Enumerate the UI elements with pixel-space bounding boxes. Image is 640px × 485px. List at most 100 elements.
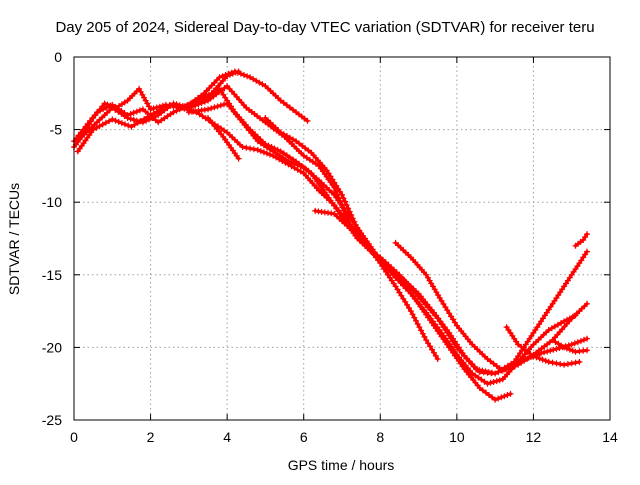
data-point-marker [524, 355, 531, 362]
data-point-marker [264, 150, 270, 157]
data-point-marker [414, 321, 421, 327]
data-point-marker [545, 327, 552, 333]
x-tick-label: 4 [223, 429, 231, 445]
data-point-marker [133, 117, 140, 124]
data-point-marker [569, 347, 576, 354]
data-point-marker [451, 319, 458, 326]
data-point-marker [509, 364, 515, 371]
data-point-marker [348, 212, 355, 218]
data-point-marker [93, 124, 100, 131]
data-point-marker [450, 316, 456, 323]
data-point-marker [164, 105, 171, 112]
data-point-marker [199, 113, 206, 120]
data-point-marker [584, 248, 590, 255]
data-point-marker [571, 340, 578, 347]
data-point-marker [234, 69, 241, 76]
chart-title: Day 205 of 2024, Sidereal Day-to-day VTE… [55, 19, 594, 36]
data-point-marker [173, 101, 180, 108]
series-track-7 [205, 115, 242, 162]
data-point-marker [496, 377, 503, 384]
data-point-marker [290, 106, 296, 113]
data-point-marker [342, 198, 349, 205]
data-point-marker [440, 301, 447, 307]
data-point-marker [195, 100, 201, 107]
data-point-marker [572, 359, 579, 366]
data-point-marker [444, 307, 451, 314]
data-point-marker [297, 163, 304, 170]
data-point-marker [302, 145, 309, 152]
data-point-marker [498, 394, 505, 401]
data-point-marker [155, 112, 162, 119]
data-point-marker [434, 356, 441, 362]
data-point-marker [305, 147, 312, 154]
data-point-marker [476, 385, 483, 392]
data-point-marker [329, 176, 336, 183]
data-point-marker [115, 108, 122, 115]
x-tick-label: 6 [300, 429, 308, 445]
data-point-marker [584, 300, 590, 307]
data-point-marker [481, 378, 488, 385]
data-point-marker [358, 231, 365, 238]
data-point-marker [515, 341, 522, 348]
data-point-marker [486, 392, 492, 398]
data-point-marker [304, 117, 311, 124]
data-point-marker [96, 123, 103, 130]
data-point-marker [221, 101, 227, 108]
data-point-marker [256, 79, 263, 86]
data-point-marker [351, 218, 358, 225]
data-point-marker [563, 345, 570, 352]
data-point-marker [407, 308, 414, 315]
data-point-marker [584, 231, 590, 238]
data-point-marker [267, 146, 273, 153]
data-point-marker [553, 345, 560, 352]
data-point-marker [409, 311, 416, 318]
data-point-marker [99, 121, 106, 128]
data-point-marker [128, 123, 135, 130]
data-point-marker [211, 104, 218, 111]
data-point-marker [421, 333, 428, 340]
data-point-marker [290, 136, 296, 143]
data-point-marker [250, 146, 257, 153]
data-point-marker [472, 372, 479, 379]
data-point-marker [496, 365, 503, 372]
y-tick-label: -25 [42, 412, 62, 428]
data-point-marker [306, 156, 313, 163]
data-point-marker [423, 337, 430, 344]
data-point-marker [155, 119, 162, 126]
data-point-marker [239, 144, 246, 150]
data-point-marker [100, 106, 107, 113]
data-point-marker [290, 156, 296, 163]
data-point-marker [130, 109, 137, 116]
data-point-marker [479, 387, 486, 394]
x-tick-label: 12 [526, 429, 542, 445]
data-point-marker [398, 292, 405, 299]
data-point-marker [331, 179, 338, 186]
data-point-marker [309, 158, 316, 165]
data-point-marker [438, 297, 445, 304]
data-point-marker [521, 357, 528, 364]
data-point-marker [577, 338, 584, 344]
data-point-marker [205, 106, 211, 113]
series-track-10 [392, 239, 590, 374]
data-point-marker [490, 379, 497, 385]
data-point-marker [536, 355, 543, 362]
data-point-marker [512, 363, 519, 369]
data-point-marker [207, 92, 214, 99]
y-tick-label: -5 [50, 122, 63, 138]
data-point-marker [397, 273, 404, 280]
data-point-marker [335, 185, 342, 192]
data-point-marker [493, 378, 500, 385]
data-point-marker [541, 349, 548, 356]
data-point-marker [548, 325, 555, 332]
data-point-marker [550, 346, 557, 353]
data-point-marker [247, 145, 254, 152]
y-tick-label: -15 [42, 267, 62, 283]
data-point-marker [170, 109, 177, 116]
data-point-marker [109, 116, 116, 123]
data-point-marker [432, 352, 439, 359]
data-point-marker [102, 119, 109, 126]
data-point-marker [533, 354, 540, 361]
data-point-marker [300, 152, 307, 159]
data-point-marker [97, 107, 103, 114]
plot-frame [73, 56, 611, 421]
